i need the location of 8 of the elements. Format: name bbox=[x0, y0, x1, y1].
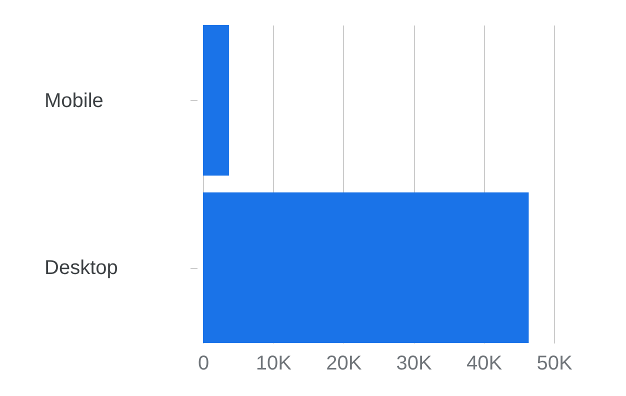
x-tick-label: 50K bbox=[536, 352, 573, 374]
x-tick-label: 0 bbox=[198, 352, 210, 374]
x-tick-label: 40K bbox=[466, 352, 503, 374]
y-tick-label: Mobile bbox=[44, 90, 104, 112]
y-tick-label: Desktop bbox=[44, 257, 118, 280]
x-tick-label: 30K bbox=[396, 352, 433, 374]
x-tick-label: 20K bbox=[326, 352, 362, 374]
x-tick-label: 10K bbox=[256, 352, 292, 374]
